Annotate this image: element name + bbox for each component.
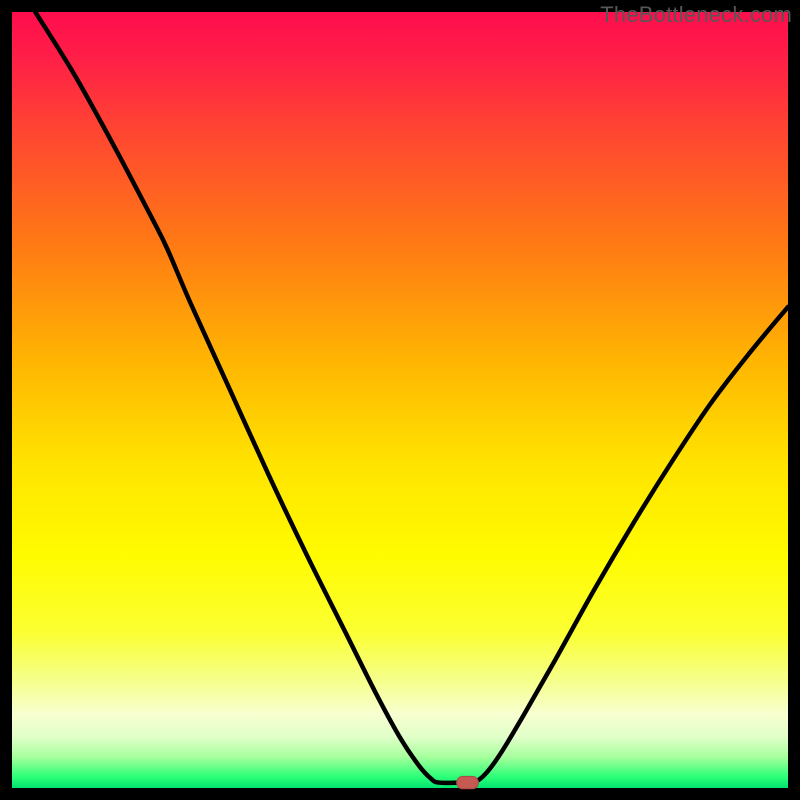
- watermark-text: TheBottleneck.com: [600, 2, 792, 28]
- optimal-marker: [457, 776, 479, 788]
- chart-svg: [0, 0, 800, 800]
- gradient-background: [12, 12, 788, 788]
- bottleneck-chart: TheBottleneck.com: [0, 0, 800, 800]
